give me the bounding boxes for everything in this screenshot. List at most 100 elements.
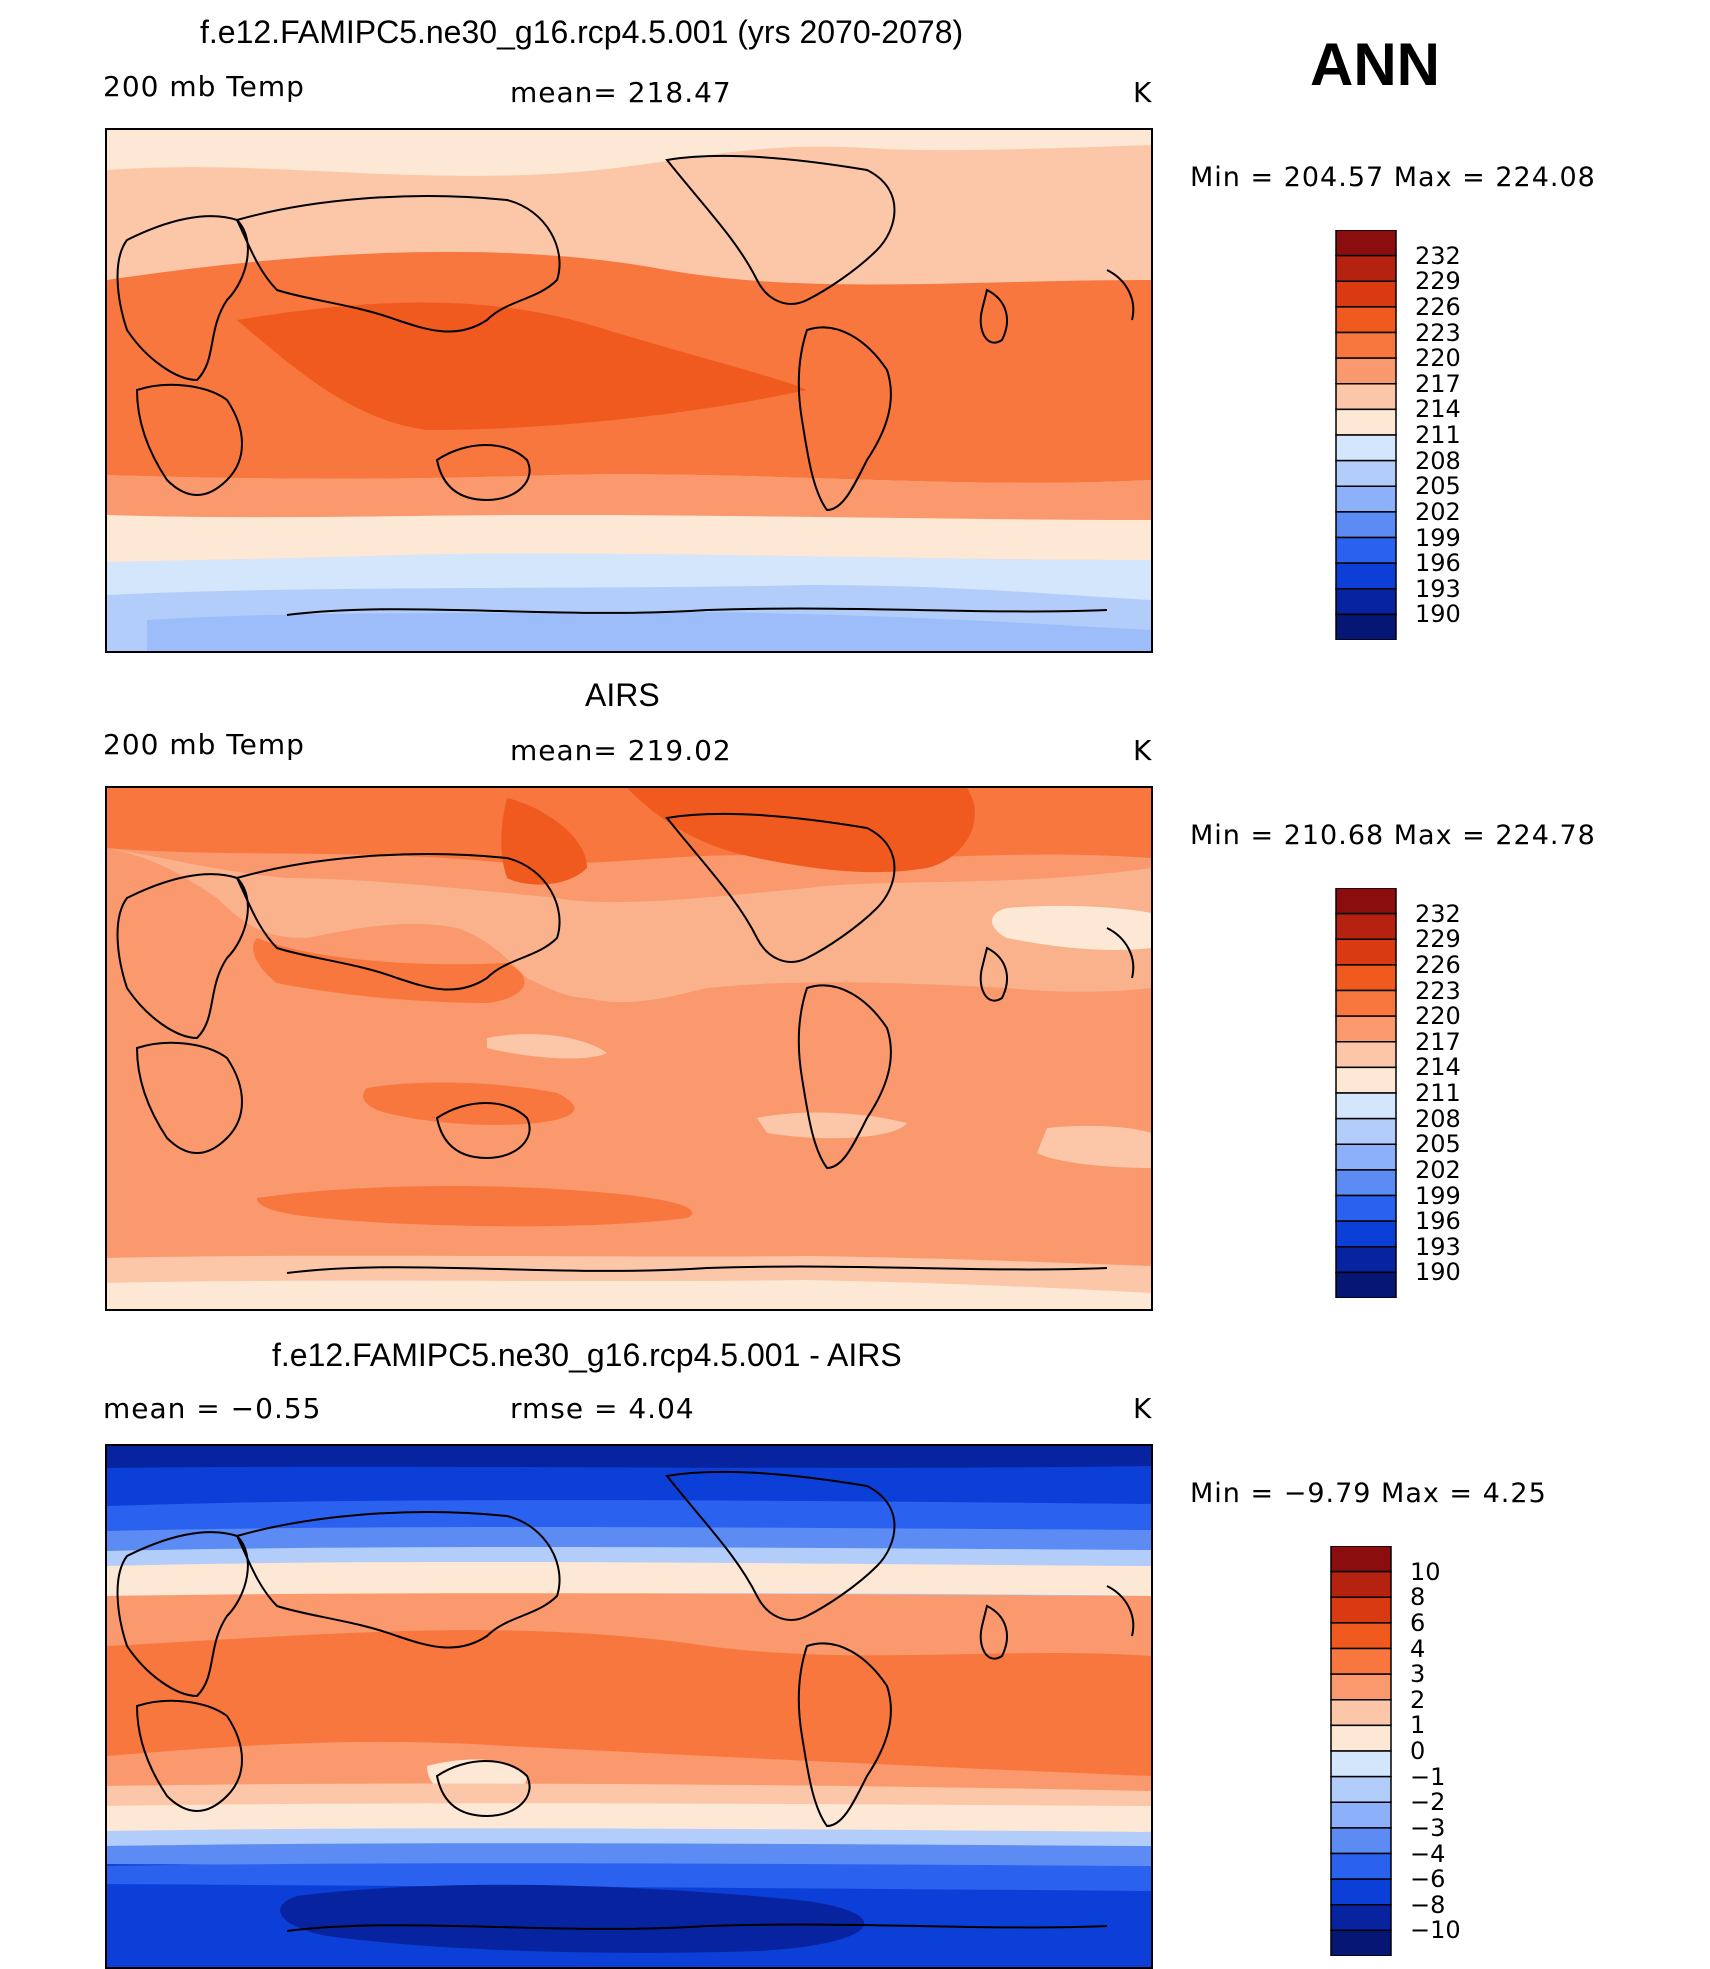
colorbar-tick-label: 205: [1415, 472, 1461, 501]
colorbar-swatch: [1335, 408, 1397, 436]
colorbar-tick-label: 205: [1415, 1130, 1461, 1159]
colorbar-tick-label: 202: [1415, 1155, 1461, 1184]
colorbar-tick-label: 1: [1410, 1711, 1426, 1740]
colorbar-swatch: [1335, 536, 1397, 564]
colorbar-swatch: [1335, 888, 1397, 915]
colorbar-tick-label: 214: [1415, 395, 1461, 424]
colorbar-swatch: [1330, 1852, 1392, 1880]
panel-2-mean-label: mean= 219.02: [510, 734, 732, 767]
colorbar-swatch: [1335, 938, 1397, 966]
colorbar-swatch: [1335, 989, 1397, 1017]
colorbar-swatch: [1330, 1546, 1392, 1573]
panel-3-units: K: [1133, 1392, 1153, 1425]
panel-1-variable-label: 200 mb Temp: [103, 70, 305, 103]
colorbar-tick-label: 226: [1415, 292, 1461, 321]
colorbar-tick-label: 193: [1415, 574, 1461, 603]
colorbar-tick-label: 226: [1415, 950, 1461, 979]
colorbar-swatch: [1330, 1647, 1392, 1675]
colorbar-tick-label: −4: [1410, 1839, 1446, 1868]
colorbar-swatch: [1335, 588, 1397, 616]
colorbar-tick-label: −3: [1410, 1813, 1446, 1842]
colorbar-tick-label: 208: [1415, 446, 1461, 475]
season-label: ANN: [1310, 31, 1440, 98]
colorbar-swatch: [1335, 383, 1397, 411]
colorbar-tick-label: 214: [1415, 1053, 1461, 1082]
colorbar-swatch: [1335, 562, 1397, 590]
colorbar-tick-label: 208: [1415, 1104, 1461, 1133]
colorbar-swatches: [1330, 1546, 1392, 1956]
colorbar-swatch: [1335, 459, 1397, 487]
colorbar-tick-label: 199: [1415, 1181, 1461, 1210]
colorbar-swatch: [1335, 434, 1397, 462]
colorbar-swatch: [1330, 1673, 1392, 1701]
colorbar-tick-label: 6: [1410, 1608, 1426, 1637]
colorbar-swatch: [1330, 1724, 1392, 1752]
colorbar-tick-label: 232: [1415, 899, 1461, 928]
colorbar-swatch: [1330, 1596, 1392, 1624]
panel-2-colorbar: 232 229 226 223 220 217 214 211 208 205 202 199 196 1…: [1335, 888, 1461, 1298]
colorbar-swatch: [1330, 1622, 1392, 1650]
colorbar-swatch: [1335, 1041, 1397, 1069]
panel-2-map: [105, 786, 1153, 1311]
colorbar-tick-label: −8: [1410, 1890, 1446, 1919]
colorbar-swatch: [1335, 485, 1397, 513]
colorbar-swatch: [1335, 511, 1397, 539]
panel-1-minmax: Min = 204.57 Max = 224.08: [1190, 162, 1596, 193]
colorbar-tick-label: 190: [1415, 600, 1461, 629]
colorbar-tick-label: −2: [1410, 1788, 1446, 1817]
panel-1-title: f.e12.FAMIPC5.ne30_g16.rcp4.5.001 (yrs 2…: [200, 14, 964, 50]
panel-1-mean-label: mean= 218.47: [510, 76, 732, 109]
colorbar-tick-label: 211: [1415, 1079, 1461, 1107]
colorbar-swatch: [1335, 1271, 1397, 1298]
colorbar-tick-label: 190: [1415, 1258, 1461, 1287]
colorbar-tick-label: 217: [1415, 369, 1461, 398]
colorbar-swatches: [1335, 230, 1397, 640]
panel-1-units: K: [1133, 76, 1153, 109]
colorbar-swatch: [1330, 1775, 1392, 1803]
panel-2-minmax: Min = 210.68 Max = 224.78: [1190, 820, 1596, 851]
panel-2-contour-field: [107, 788, 1151, 1309]
panel-3-rmse-label: rmse = 4.04: [510, 1392, 695, 1425]
colorbar-swatch: [1335, 1092, 1397, 1120]
colorbar-tick-label: 10: [1410, 1557, 1441, 1586]
panel-3-title: f.e12.FAMIPC5.ne30_g16.rcp4.5.001 - AIRS: [272, 1337, 902, 1373]
colorbar-swatch: [1335, 1194, 1397, 1222]
colorbar-swatch: [1330, 1699, 1392, 1727]
colorbar-tick-label: 3: [1410, 1660, 1426, 1689]
colorbar-tick-label: 217: [1415, 1027, 1461, 1056]
colorbar-swatch: [1335, 1246, 1397, 1274]
panel-1-map: [105, 128, 1153, 653]
colorbar-tick-label: 202: [1415, 497, 1461, 526]
colorbar-tick-label: 196: [1415, 549, 1461, 578]
colorbar-swatch: [1335, 306, 1397, 334]
colorbar-tick-label: 223: [1415, 976, 1461, 1005]
colorbar-swatch: [1330, 1750, 1392, 1778]
colorbar-swatch: [1335, 230, 1397, 257]
panel-3-minmax: Min = −9.79 Max = 4.25: [1190, 1478, 1547, 1509]
panel-3-contour-field: [107, 1446, 1151, 1967]
colorbar-tick-label: 4: [1410, 1634, 1426, 1663]
colorbar-tick-label: −6: [1410, 1865, 1446, 1894]
colorbar-swatch: [1335, 613, 1397, 640]
colorbar-swatch: [1335, 280, 1397, 308]
colorbar-swatch: [1335, 254, 1397, 282]
panel-1-contour-field: [107, 130, 1151, 651]
panel-2-units: K: [1133, 734, 1153, 767]
colorbar-swatch: [1330, 1827, 1392, 1855]
panel-3-map: [105, 1444, 1153, 1969]
colorbar-swatch: [1335, 357, 1397, 385]
panel-3-mean-label: mean = −0.55: [103, 1392, 322, 1425]
colorbar-tick-label: 229: [1415, 925, 1461, 954]
colorbar-tick-label: 220: [1415, 344, 1461, 373]
colorbar-tick-label: 199: [1415, 523, 1461, 552]
colorbar-swatch: [1330, 1570, 1392, 1598]
colorbar-tick-label: 211: [1415, 421, 1461, 449]
colorbar-swatch: [1335, 331, 1397, 359]
colorbar-tick-label: 229: [1415, 267, 1461, 296]
colorbar-swatch: [1335, 1066, 1397, 1094]
colorbar-tick-label: −1: [1410, 1762, 1446, 1791]
colorbar-swatch: [1335, 1169, 1397, 1197]
colorbar-swatch: [1330, 1878, 1392, 1906]
colorbar-swatches: [1335, 888, 1397, 1298]
colorbar-swatch: [1335, 1220, 1397, 1248]
